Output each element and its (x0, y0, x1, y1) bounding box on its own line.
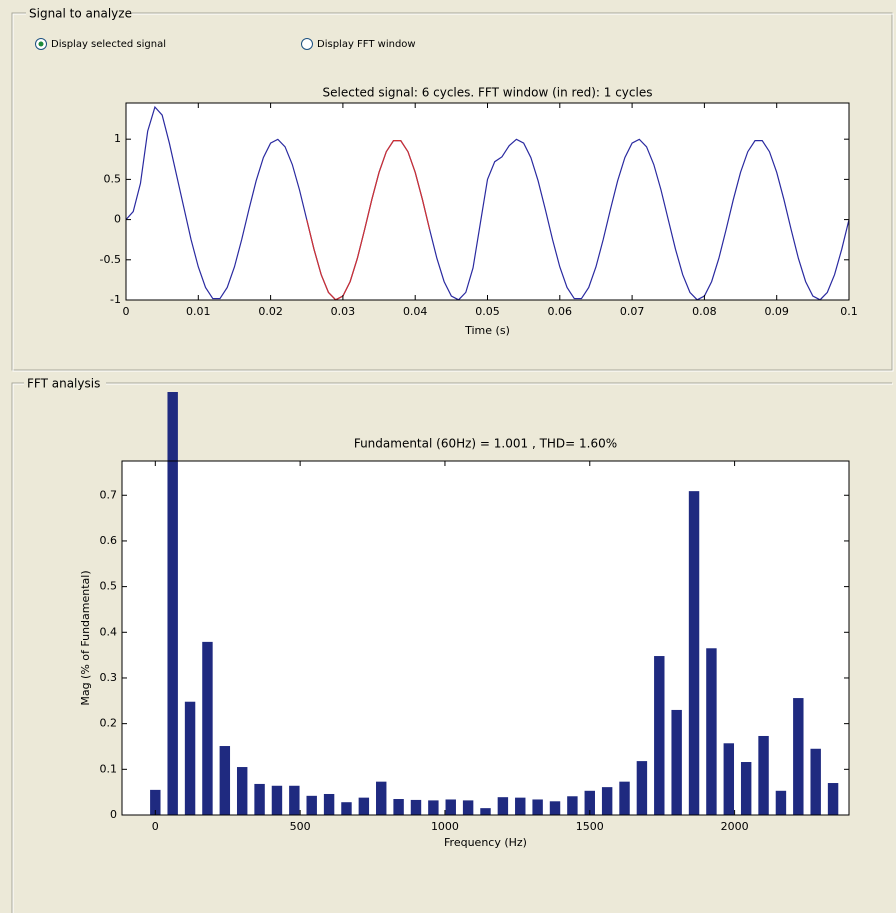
x-tick-label: 0.06 (548, 305, 573, 318)
x-tick-label: 0.1 (840, 305, 858, 318)
x-tick-label: 0.02 (258, 305, 283, 318)
axes-area (126, 103, 849, 300)
x-tick-label: 2000 (721, 820, 749, 833)
bar (150, 789, 161, 815)
panel-frame (11, 382, 892, 913)
y-tick-label: 0.5 (100, 580, 118, 593)
axes-area (122, 461, 849, 815)
bar (758, 735, 769, 815)
x-tick-label: 500 (290, 820, 311, 833)
x-tick-label: 0 (152, 820, 159, 833)
bar (202, 641, 213, 815)
bar (671, 709, 682, 815)
radio-button[interactable]: Display selected signal (35, 38, 167, 51)
bar (549, 801, 561, 815)
bar (184, 701, 196, 815)
chart-title: Selected signal: 6 cycles. FFT window (i… (323, 86, 653, 100)
signal-line (125, 105, 850, 301)
bar (410, 799, 422, 815)
bar (323, 793, 335, 815)
x-tick-label: 0.08 (692, 305, 717, 318)
y-tick-label: 0.7 (100, 488, 118, 501)
y-tick-label: 0 (110, 808, 117, 821)
y-tick-label: 0.5 (104, 172, 122, 185)
bar (271, 785, 283, 815)
x-tick-label: 0.03 (331, 305, 356, 318)
x-tick-label: 0.04 (403, 305, 428, 318)
bar (723, 743, 735, 815)
bar (167, 392, 178, 815)
y-tick-label: 0 (114, 213, 121, 226)
bar (376, 781, 387, 815)
y-tick-label: -0.5 (100, 253, 121, 266)
x-tick-label: 0 (123, 305, 130, 318)
bar (341, 802, 352, 815)
x-tick-label: 0.07 (620, 305, 645, 318)
radio-dot (38, 41, 44, 47)
y-tick-label: 0.3 (100, 671, 118, 684)
bar (462, 800, 474, 815)
y-tick-label: -1 (110, 293, 121, 306)
panel-title-bg (26, 6, 132, 21)
bar (393, 799, 404, 815)
x-axis-label: Time (s) (464, 324, 510, 337)
x-axis-label: Frequency (Hz) (444, 836, 527, 849)
x-tick-label: 1000 (431, 820, 459, 833)
y-tick-label: 0.6 (100, 534, 118, 547)
panel-title: Signal to analyze (29, 7, 132, 21)
y-tick-label: 0.1 (100, 762, 118, 775)
radio-label[interactable]: Display selected signal (51, 39, 166, 50)
bar (358, 797, 370, 815)
bar (254, 783, 265, 815)
y-tick-label: 1 (114, 132, 121, 145)
chart-title: Fundamental (60Hz) = 1.001 , THD= 1.60% (354, 437, 617, 451)
panel-frame-highlight (12, 13, 894, 372)
bar (827, 783, 839, 815)
bar (793, 698, 804, 815)
radio-label[interactable]: Display FFT window (317, 39, 416, 50)
bar (480, 808, 491, 815)
radio-button[interactable]: Display FFT window (301, 38, 416, 51)
panel-frame-highlight (12, 383, 893, 913)
panel-frame (11, 12, 893, 371)
bar (445, 799, 456, 815)
bar (236, 767, 248, 815)
x-tick-label: 0.05 (475, 305, 500, 318)
bar (706, 648, 717, 815)
bar (601, 787, 613, 815)
panel-title-bg (24, 376, 106, 391)
axes-box (121, 460, 850, 816)
bar (810, 748, 821, 815)
bar (219, 746, 231, 815)
bar (532, 799, 543, 815)
bar (497, 797, 509, 815)
x-tick-label: 0.01 (186, 305, 211, 318)
y-tick-label: 0.4 (100, 625, 118, 638)
bar (619, 781, 630, 815)
bar (775, 790, 787, 815)
bar (515, 797, 526, 815)
bar (306, 795, 317, 815)
x-tick-label: 1500 (576, 820, 604, 833)
y-axis-label: Mag (% of Fundamental) (79, 570, 92, 705)
x-tick-label: 0.09 (764, 305, 789, 318)
panel-title: FFT analysis (27, 377, 100, 391)
bar (688, 491, 700, 815)
bar (428, 800, 439, 815)
bar (584, 790, 595, 815)
bar (654, 656, 665, 815)
bar (740, 762, 752, 815)
bar (567, 796, 578, 815)
bar (636, 761, 648, 815)
y-tick-label: 0.2 (100, 717, 118, 730)
radio-circle[interactable] (301, 38, 313, 50)
signal-line (306, 140, 431, 301)
bar (289, 785, 300, 815)
